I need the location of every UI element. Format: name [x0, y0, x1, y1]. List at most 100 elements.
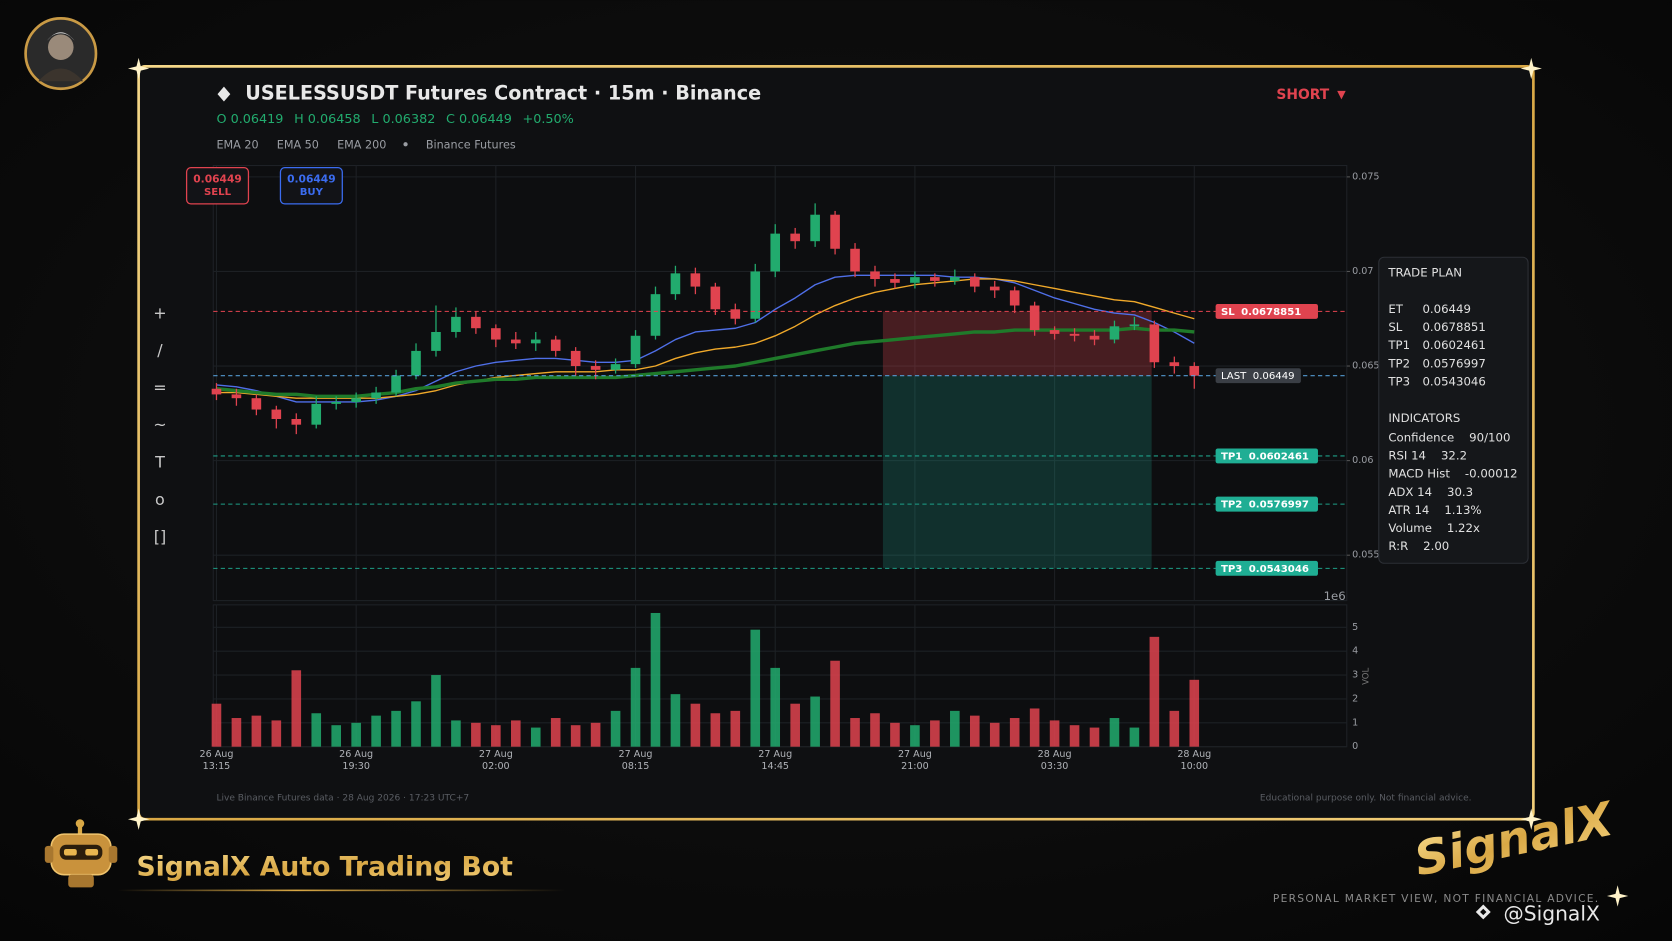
indicator-key: RSI 14	[1388, 448, 1426, 462]
footer-right: Educational purpose only. Not financial …	[1260, 793, 1472, 803]
volume-tick-label: 5	[1352, 622, 1358, 633]
volume-bar	[1009, 718, 1020, 747]
indicator-row: ADX 14 30.3	[1388, 484, 1473, 498]
candle-body	[730, 309, 741, 319]
trade-plan-panel	[1378, 256, 1529, 564]
tool-button[interactable]: =	[153, 378, 166, 397]
level-badge	[1215, 303, 1318, 319]
level-label: LAST 0.06449	[1221, 371, 1295, 382]
order-button[interactable]: 0.06449 SELL	[185, 167, 250, 205]
y-tick-label: 0.07	[1352, 266, 1373, 277]
level-badge	[1215, 496, 1318, 512]
candle-body	[650, 294, 661, 336]
volume-bar	[690, 703, 701, 747]
indicator-value: -0.00012	[1465, 466, 1518, 480]
button-price[interactable]: 0.06449	[287, 172, 336, 185]
volume-bar	[810, 696, 820, 747]
indicator-key: MACD Hist	[1388, 466, 1450, 480]
volume-bar	[211, 703, 222, 747]
candle-body	[550, 339, 561, 351]
candle-body	[1109, 326, 1120, 340]
volume-bar	[1149, 636, 1160, 747]
candles	[211, 203, 1200, 435]
level-label: TP3 0.0543046	[1221, 564, 1309, 575]
volume-bar	[989, 722, 1000, 747]
tool-button[interactable]: []	[154, 527, 166, 546]
button-box[interactable]	[279, 167, 343, 205]
volume-bar	[1129, 727, 1140, 747]
candle-body	[1149, 324, 1160, 363]
volume-axis-label: VOL	[1361, 667, 1371, 684]
button-box[interactable]	[185, 167, 250, 205]
order-button[interactable]: 0.06449 BUY	[279, 167, 343, 205]
volume-bar	[510, 720, 521, 747]
volume-bar	[1029, 708, 1040, 747]
ema-line	[216, 274, 1195, 403]
avatar	[24, 17, 98, 91]
volume-bar	[950, 710, 960, 747]
volume-bar	[1109, 718, 1120, 747]
volume-tick-label: 4	[1352, 646, 1358, 657]
button-label[interactable]: SELL	[204, 187, 232, 198]
candle-body	[291, 419, 302, 425]
volume-bar	[1189, 679, 1200, 747]
volume-bar	[570, 725, 581, 747]
direction-arrow	[1337, 90, 1346, 100]
ohlc-value: C 0.06449	[446, 112, 512, 127]
direction: SHORT	[1276, 87, 1329, 103]
tool-button[interactable]: /	[157, 341, 163, 360]
frame-sparkles	[127, 57, 1629, 907]
level-name: TP2	[1221, 500, 1242, 511]
brand-underline	[117, 889, 566, 892]
candle-body	[1049, 330, 1060, 334]
level-label: SL 0.0678851	[1221, 307, 1301, 318]
candle-body	[510, 339, 521, 344]
level-name: LAST	[1221, 371, 1247, 382]
level-value: 0.0576997	[1249, 500, 1309, 511]
level-name: TP3	[1221, 564, 1242, 575]
y-tick-label: 0.075	[1352, 171, 1379, 182]
levels: SL 0.0678851 LAST 0.06449 TP1 0.0602461 TP2 0.0…	[213, 303, 1347, 576]
candle-body	[950, 277, 960, 281]
volume-bar	[630, 667, 641, 747]
plan-key: ET	[1388, 302, 1403, 316]
legend-separator	[403, 142, 408, 147]
button-price[interactable]: 0.06449	[193, 172, 242, 185]
handle: @SignalX	[1504, 902, 1600, 926]
volume-bar	[790, 703, 800, 747]
volume-bar	[850, 718, 860, 747]
indicator-row: Volume 1.22x	[1388, 521, 1480, 535]
candle-body	[890, 279, 900, 283]
indicator-value: 2.00	[1423, 539, 1449, 553]
indicator-value: 1.22x	[1447, 521, 1480, 535]
volume-bar	[411, 701, 421, 747]
candle-body	[351, 398, 361, 402]
tool-button[interactable]: T	[154, 453, 165, 472]
volume-bar	[451, 720, 461, 747]
tool-button[interactable]: ~	[153, 415, 166, 434]
candle-body	[670, 273, 681, 295]
volume-bar	[730, 710, 741, 747]
volume-tick-label: 2	[1352, 693, 1358, 704]
tool-button[interactable]: +	[153, 303, 166, 322]
button-label[interactable]: BUY	[300, 187, 324, 198]
y-tick-label: 0.06	[1352, 455, 1373, 466]
volume-bar	[1049, 720, 1060, 747]
volume-bar	[491, 725, 501, 747]
legend-entry: EMA 200	[337, 138, 386, 151]
offset-label: 1e6	[1324, 589, 1346, 603]
candle-body	[630, 335, 641, 365]
ohlc-value: +0.50%	[523, 112, 574, 127]
brand-name: SignalX Auto Trading Bot	[136, 852, 513, 883]
volume-bar	[331, 725, 341, 747]
tool-button[interactable]: o	[155, 490, 165, 509]
plan-value: 0.0678851	[1422, 320, 1485, 334]
candle-body	[750, 271, 761, 319]
level-label: TP1 0.0602461	[1221, 451, 1309, 462]
plan-value: 0.0602461	[1422, 338, 1485, 352]
indicator-value: 30.3	[1447, 484, 1473, 498]
axes: 0.055 0.06 0.065 0.07 0.075 1e6 0 1 2 3 4 5 VOL 26 Au…	[199, 171, 1379, 771]
trade-zones	[882, 311, 1152, 569]
